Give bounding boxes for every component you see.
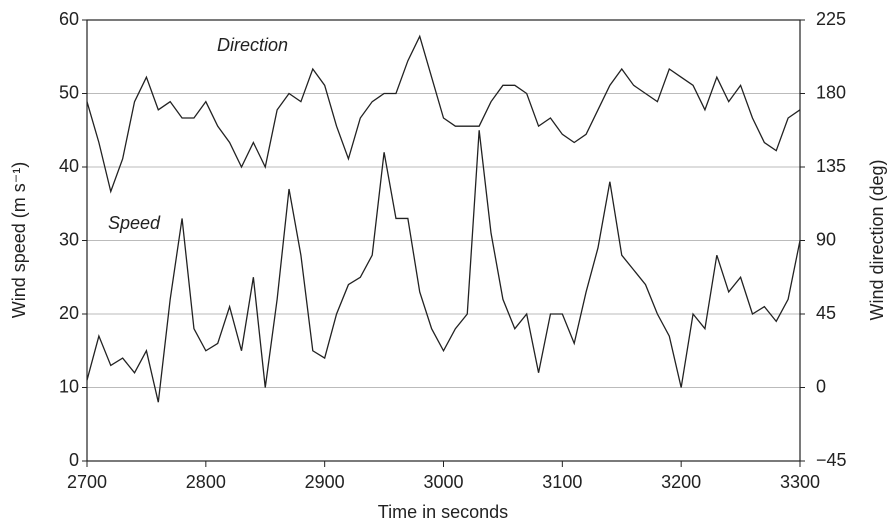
annotation: Direction <box>217 35 288 55</box>
y2-tick-label: 45 <box>816 303 836 323</box>
y-tick-label: 30 <box>59 229 79 249</box>
y-tick-label: 60 <box>59 9 79 29</box>
y-tick-label: 50 <box>59 82 79 102</box>
y-tick-label: 10 <box>59 376 79 396</box>
y2-tick-label: 90 <box>816 229 836 249</box>
y2-tick-label: 180 <box>816 82 846 102</box>
y2-axis-label: Wind direction (deg) <box>867 159 887 320</box>
y2-tick-label: −45 <box>816 450 847 470</box>
y2-tick-label: 135 <box>816 156 846 176</box>
x-axis-label: Time in seconds <box>378 502 508 522</box>
y-axis-label: Wind speed (m s⁻¹) <box>9 162 29 319</box>
y2-tick-label: 225 <box>816 9 846 29</box>
x-tick-label: 2700 <box>67 472 107 492</box>
annotation: Speed <box>108 213 161 233</box>
y2-tick-label: 0 <box>816 376 826 396</box>
y-tick-label: 40 <box>59 156 79 176</box>
x-tick-label: 2900 <box>305 472 345 492</box>
y-tick-label: 0 <box>69 450 79 470</box>
x-tick-label: 3000 <box>423 472 463 492</box>
x-tick-label: 2800 <box>186 472 226 492</box>
x-tick-label: 3200 <box>661 472 701 492</box>
y-tick-label: 20 <box>59 303 79 323</box>
line-series <box>86 34 801 194</box>
x-tick-label: 3100 <box>542 472 582 492</box>
x-tick-label: 3300 <box>780 472 820 492</box>
line-series <box>86 130 801 403</box>
